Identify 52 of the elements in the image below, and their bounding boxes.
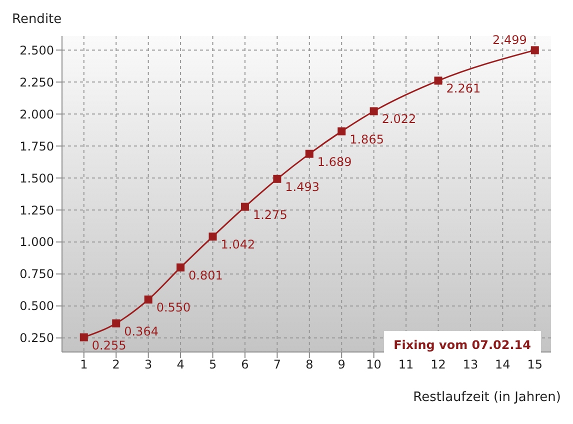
x-tick-label: 2 [112,358,120,372]
y-tick-label: 2.250 [20,75,54,90]
x-tick-label: 8 [306,358,314,372]
x-tick-label: 15 [527,358,543,372]
data-label: 1.275 [252,208,288,222]
data-label: 2.499 [492,33,527,48]
x-tick-label: 4 [176,358,184,372]
point [273,174,282,183]
x-tick-label: 11 [398,358,414,372]
point [370,107,378,116]
x-tick-label: 13 [462,358,478,372]
data-label: 0.550 [156,300,191,315]
point [434,76,442,85]
x-tick-label: 5 [208,358,217,372]
data-label: 2.022 [382,112,416,126]
y-tick-label: 2.500 [20,43,54,58]
y-axis-title: Rendite [12,12,62,27]
data-label: 1.865 [350,132,384,146]
x-tick-label: 10 [366,358,382,372]
x-axis-title: Restlaufzeit (in Jahren) [413,390,561,405]
x-tick-label: 14 [495,358,510,372]
point [112,319,120,328]
y-tick-label: 0.250 [20,331,54,346]
data-label: 1.042 [220,238,256,252]
x-tick-label: 9 [338,358,346,372]
y-tick-label: 0.750 [20,267,54,282]
x-tick-label: 6 [241,358,249,372]
x-tick-label: 1 [80,358,88,372]
y-tick-label: 1.500 [20,171,54,186]
point [530,46,539,54]
point [176,263,185,272]
data-label: 0.364 [124,324,158,338]
point [305,150,314,158]
y-tick-label: 1.250 [20,203,54,218]
y-tick-label: 1.000 [20,235,54,250]
point [80,333,88,342]
x-tick-label: 7 [273,358,282,372]
data-label: 0.801 [188,268,223,282]
x-tick-label: 3 [144,358,152,372]
y-tick-label: 0.500 [20,299,54,314]
point [338,127,346,136]
data-label: 0.255 [92,338,126,352]
point [240,202,249,211]
y-tick-label: 2.000 [20,107,54,122]
x-tick-label: 12 [430,358,446,372]
data-label: 1.493 [285,180,320,194]
data-label: 2.261 [446,82,481,96]
point [144,296,152,304]
data-label: 1.689 [317,154,352,169]
y-tick-label: 1.750 [20,139,54,154]
annotation: Fixing vom 07.02.14 [384,331,541,359]
point [208,232,217,241]
